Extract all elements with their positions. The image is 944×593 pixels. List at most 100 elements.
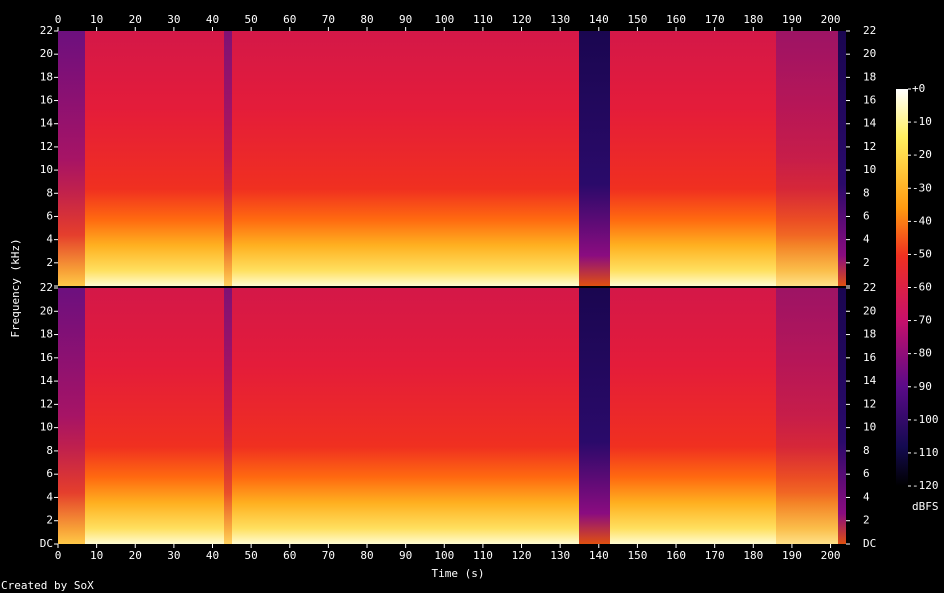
colorbar-tick-label: -70 [912, 314, 932, 327]
y-tick-label-right: 2 [863, 514, 870, 527]
x-tick-label-top: 0 [55, 13, 62, 26]
x-tick-label: 150 [627, 549, 647, 562]
quiet-region [579, 31, 610, 286]
y-tick-label: 14 [40, 374, 54, 387]
colorbar-tick-label: -120 [912, 479, 939, 492]
y-tick-label: 20 [40, 304, 53, 317]
y-tick-label: 6 [46, 209, 53, 222]
y-tick-label-right: 2 [863, 256, 870, 269]
y-tick-label-right: 12 [863, 140, 876, 153]
quiet-region [838, 288, 846, 544]
y-tick-label: 16 [40, 351, 53, 364]
x-tick-label: 120 [512, 549, 532, 562]
x-tick-label: 60 [283, 549, 296, 562]
colorbar-tick-label: -50 [912, 247, 932, 260]
y-tick-label: 8 [46, 186, 53, 199]
y-tick-label: 18 [40, 70, 53, 83]
x-tick-label-top: 90 [399, 13, 412, 26]
x-tick-label-top: 190 [782, 13, 802, 26]
quiet-region [224, 31, 232, 286]
y-tick-label-right: 4 [863, 233, 870, 246]
colorbar-tick-label: -60 [912, 281, 932, 294]
y-tick-label: 2 [46, 256, 53, 269]
x-tick-label-top: 150 [627, 13, 647, 26]
y-tick-label: DC [40, 537, 53, 550]
x-tick-label-top: 80 [360, 13, 373, 26]
y-tick-label: 22 [40, 281, 53, 294]
colorbar-tick-label: -40 [912, 214, 932, 227]
x-tick-label-top: 40 [206, 13, 219, 26]
y-tick-label-right: 16 [863, 94, 876, 107]
x-tick-label-top: 160 [666, 13, 686, 26]
x-tick-label: 190 [782, 549, 802, 562]
colorbar-tick-label: -90 [912, 380, 932, 393]
x-tick-label-top: 140 [589, 13, 609, 26]
y-tick-label: 18 [40, 328, 53, 341]
x-tick-label: 50 [245, 549, 258, 562]
quiet-region [58, 31, 85, 286]
colorbar [896, 89, 908, 486]
x-tick-label-top: 20 [129, 13, 142, 26]
colorbar-label: dBFS [912, 500, 939, 513]
colorbar-tick-label: -110 [912, 446, 939, 459]
x-tick-label: 110 [473, 549, 493, 562]
x-tick-label-top: 60 [283, 13, 296, 26]
spectrum [58, 31, 846, 286]
credit: Created by SoX [1, 579, 94, 592]
y-tick-label: 16 [40, 94, 53, 107]
x-tick-label: 170 [705, 549, 725, 562]
y-tick-label: 10 [40, 163, 53, 176]
x-tick-label: 30 [167, 549, 180, 562]
y-tick-label: 6 [46, 467, 53, 480]
y-tick-label-right: 8 [863, 444, 870, 457]
colorbar-tick-label: -100 [912, 413, 939, 426]
y-tick-label: 4 [46, 233, 53, 246]
x-tick-label: 200 [821, 549, 841, 562]
y-tick-label-right: 8 [863, 186, 870, 199]
quiet-region [776, 31, 838, 286]
colorbar-tick-label: -30 [912, 181, 932, 194]
quiet-region [224, 288, 232, 544]
y-tick-label-right: 14 [863, 117, 877, 130]
x-tick-label: 70 [322, 549, 335, 562]
colorbar-tick-label: -10 [912, 115, 932, 128]
y-tick-label-right: 18 [863, 70, 876, 83]
x-tick-label-top: 200 [821, 13, 841, 26]
y-tick-label-right: 16 [863, 351, 876, 364]
x-axis-label: Time (s) [432, 567, 485, 580]
x-tick-label: 130 [550, 549, 570, 562]
y-tick-label-right: 20 [863, 47, 876, 60]
panel-top [58, 31, 846, 286]
x-tick-label: 180 [743, 549, 763, 562]
y-tick-label-right: 22 [863, 281, 876, 294]
x-tick-label-top: 10 [90, 13, 103, 26]
y-tick-label: 12 [40, 140, 53, 153]
colorbar-tick-label: +0 [912, 82, 925, 95]
x-tick-label-top: 30 [167, 13, 180, 26]
x-tick-label-top: 110 [473, 13, 493, 26]
y-tick-label-right: 10 [863, 421, 876, 434]
x-tick-label: 140 [589, 549, 609, 562]
y-axis-label: Frequency (kHz) [9, 238, 22, 337]
x-tick-label: 0 [55, 549, 62, 562]
x-tick-label: 10 [90, 549, 103, 562]
x-tick-label: 160 [666, 549, 686, 562]
y-tick-label-right: 14 [863, 374, 877, 387]
y-tick-label-right: 6 [863, 467, 870, 480]
colorbar-tick-label: -80 [912, 347, 932, 360]
y-tick-label-right: 10 [863, 163, 876, 176]
x-tick-label-top: 120 [512, 13, 532, 26]
quiet-region [838, 31, 846, 286]
y-tick-label-right: 18 [863, 328, 876, 341]
quiet-region [58, 288, 85, 544]
y-tick-label: 20 [40, 47, 53, 60]
x-tick-label: 20 [129, 549, 142, 562]
x-tick-label: 80 [360, 549, 373, 562]
y-tick-label-right: DC [863, 537, 876, 550]
x-tick-label-top: 180 [743, 13, 763, 26]
y-tick-label: 12 [40, 397, 53, 410]
x-tick-label-top: 50 [245, 13, 258, 26]
y-tick-label: 22 [40, 24, 53, 37]
x-tick-label: 100 [434, 549, 454, 562]
